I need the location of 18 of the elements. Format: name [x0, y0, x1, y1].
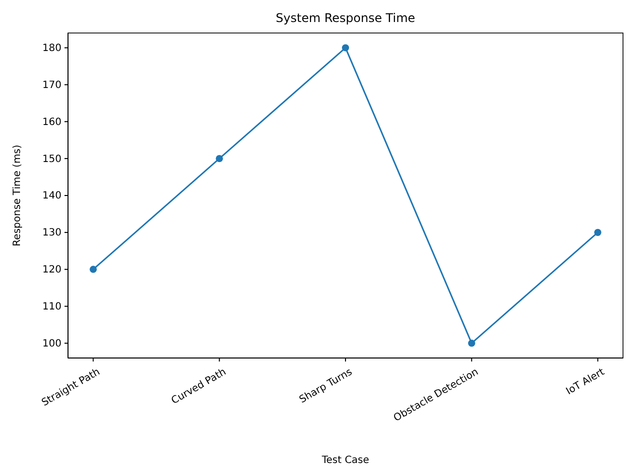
y-tick-label: 150 [42, 154, 62, 165]
y-tick-label: 170 [42, 80, 62, 91]
y-tick-label: 180 [42, 42, 62, 54]
point [216, 155, 223, 162]
y-tick-label: 130 [42, 228, 62, 239]
x-tick-label: IoT Alert [564, 366, 607, 398]
y-tick-label: 160 [42, 116, 62, 128]
y-tick-label: 110 [42, 301, 62, 312]
y-tick-label: 140 [42, 190, 62, 202]
point [342, 44, 350, 52]
point [468, 340, 476, 347]
y-tick-label: 120 [42, 264, 62, 276]
y-tick-label: 100 [42, 338, 62, 350]
point [90, 266, 97, 273]
point [594, 228, 602, 236]
x-axis-title: Test Case [320, 455, 370, 466]
chart-title: System Response Time [276, 11, 416, 25]
y-axis-title: Response Time (ms) [12, 144, 23, 246]
